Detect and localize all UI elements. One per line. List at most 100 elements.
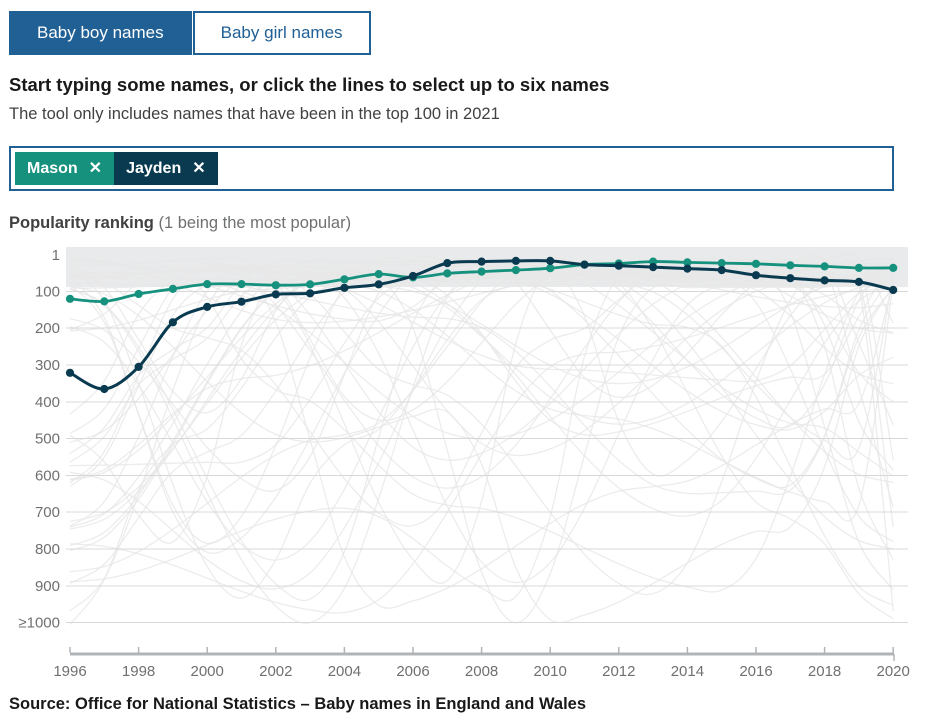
selected-name-tag[interactable]: Jayden ✕ (114, 152, 218, 185)
axis-title-note: (1 being the most popular) (158, 214, 352, 232)
series-point-mason[interactable] (374, 270, 383, 279)
y-tick-label: 700 (35, 504, 60, 521)
series-point-mason[interactable] (203, 280, 212, 289)
selected-name-label: Mason (27, 159, 78, 177)
background-name-line[interactable] (69, 257, 894, 554)
series-point-mason[interactable] (546, 264, 555, 273)
series-point-jayden[interactable] (271, 290, 280, 299)
background-name-line[interactable] (69, 287, 894, 614)
series-point-jayden[interactable] (306, 289, 315, 298)
series-point-mason[interactable] (134, 289, 143, 299)
series-point-mason[interactable] (271, 281, 280, 290)
background-name-line[interactable] (69, 261, 894, 624)
y-tick-label: 500 (35, 431, 60, 448)
series-point-mason[interactable] (683, 258, 692, 267)
background-name-line[interactable] (69, 257, 894, 573)
series-point-jayden[interactable] (340, 283, 349, 292)
series-point-jayden[interactable] (889, 285, 898, 295)
y-tick-label: 800 (35, 541, 60, 558)
series-point-jayden[interactable] (100, 384, 109, 394)
series-point-jayden[interactable] (203, 302, 212, 311)
series-point-mason[interactable] (237, 280, 246, 289)
x-tick-label: 2004 (328, 663, 361, 680)
gender-tabs: Baby boy names Baby girl names (9, 11, 371, 55)
tab-baby-girl-names[interactable]: Baby girl names (192, 11, 371, 55)
x-tick-label: 2002 (259, 663, 292, 680)
series-point-jayden[interactable] (854, 277, 864, 286)
x-tick-label: 2018 (808, 663, 841, 680)
series-point-mason[interactable] (65, 294, 75, 303)
background-name-line[interactable] (69, 262, 894, 481)
series-point-jayden[interactable] (614, 261, 623, 270)
x-tick-label: 2006 (396, 663, 429, 680)
series-point-mason[interactable] (751, 259, 761, 268)
background-name-line[interactable] (69, 269, 894, 599)
series-point-jayden[interactable] (443, 259, 452, 268)
series-point-jayden[interactable] (237, 297, 246, 306)
background-name-line[interactable] (69, 257, 894, 527)
series-point-mason[interactable] (786, 261, 795, 270)
series-point-mason[interactable] (443, 269, 452, 278)
series-point-mason[interactable] (168, 284, 177, 293)
popularity-line-chart: 1 100 200 300 400 500 600 700 800 900 ≥1000 1996 199… (18, 247, 910, 680)
series-point-jayden[interactable] (477, 257, 486, 266)
series-point-jayden[interactable] (546, 256, 555, 265)
y-tick-label: 600 (35, 467, 60, 484)
source-text: Source: Office for National Statistics –… (9, 695, 587, 713)
selected-name-label: Jayden (126, 159, 182, 177)
page-title: Start typing some names, or click the li… (9, 74, 610, 95)
series-point-jayden[interactable] (580, 260, 589, 269)
remove-name-icon[interactable]: ✕ (88, 159, 103, 177)
x-tick-label: 1998 (122, 663, 155, 680)
series-point-jayden[interactable] (820, 276, 829, 285)
background-name-line[interactable] (69, 259, 894, 612)
series-point-jayden[interactable] (134, 362, 143, 371)
background-name-line[interactable] (69, 264, 894, 596)
series-point-jayden[interactable] (511, 256, 520, 265)
series-point-jayden[interactable] (65, 368, 75, 377)
series-point-jayden[interactable] (408, 271, 418, 281)
background-name-line[interactable] (69, 276, 894, 584)
x-tick-label: 2020 (877, 663, 910, 680)
series-point-jayden[interactable] (717, 266, 726, 275)
series-point-jayden[interactable] (751, 271, 761, 280)
background-name-line[interactable] (69, 258, 894, 467)
chart-axis-title: Popularity ranking (1 being the most pop… (9, 214, 351, 233)
series-point-mason[interactable] (889, 263, 898, 272)
series-point-mason[interactable] (477, 267, 486, 276)
series-point-mason[interactable] (717, 259, 726, 268)
background-name-line[interactable] (69, 272, 894, 612)
x-tick-label: 2012 (602, 663, 635, 680)
background-name-line[interactable] (69, 257, 894, 483)
x-tick-label: 1996 (53, 663, 86, 680)
background-name-line[interactable] (69, 270, 894, 517)
y-tick-label: ≥1000 (18, 615, 60, 632)
tab-baby-boy-names[interactable]: Baby boy names (9, 11, 192, 55)
background-name-line[interactable] (69, 263, 894, 590)
background-name-line[interactable] (69, 283, 894, 523)
x-tick-label: 2016 (739, 663, 772, 680)
background-name-line[interactable] (69, 274, 894, 561)
x-tick-label: 2014 (671, 663, 704, 680)
background-name-line[interactable] (69, 285, 894, 624)
selected-name-tags: Mason ✕ Jayden ✕ (15, 152, 218, 185)
series-point-jayden[interactable] (649, 263, 658, 272)
series-point-mason[interactable] (306, 280, 315, 289)
selected-name-tag[interactable]: Mason ✕ (15, 152, 115, 185)
series-point-mason[interactable] (340, 275, 349, 284)
series-point-mason[interactable] (854, 263, 864, 272)
series-point-jayden[interactable] (683, 264, 692, 273)
series-point-jayden[interactable] (786, 274, 795, 283)
y-tick-label: 300 (35, 357, 60, 374)
y-tick-label: 1 (52, 247, 60, 264)
name-search-input[interactable]: Mason ✕ Jayden ✕ (9, 146, 894, 191)
series-point-mason[interactable] (100, 297, 109, 306)
series-point-jayden[interactable] (168, 318, 177, 327)
y-tick-label: 900 (35, 578, 60, 595)
remove-name-icon[interactable]: ✕ (192, 159, 206, 177)
series-point-jayden[interactable] (374, 280, 383, 289)
background-name-line[interactable] (69, 257, 894, 550)
series-point-mason[interactable] (511, 266, 520, 275)
background-name-line[interactable] (69, 259, 894, 560)
series-point-mason[interactable] (820, 262, 829, 271)
